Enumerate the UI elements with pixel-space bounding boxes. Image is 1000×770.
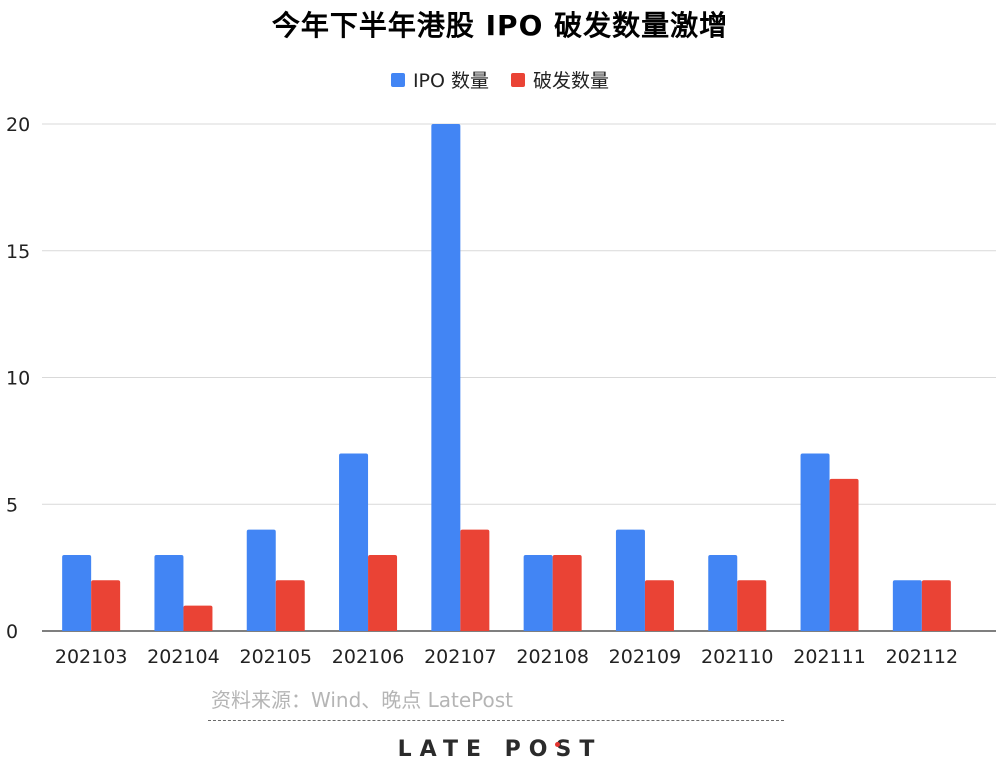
bar-ipo <box>523 554 553 631</box>
bar-chart-plot: 0 5 10 15 20 202103 202104 202105 202106 202107 20… <box>6 114 996 668</box>
x-tick-label: 202103 <box>55 646 128 668</box>
bar-broken <box>921 580 951 631</box>
x-tick-label: 202109 <box>609 646 682 668</box>
bar-broken <box>644 580 674 631</box>
legend-label-ipo: IPO 数量 <box>412 70 490 92</box>
bar-ipo <box>154 554 184 631</box>
x-tick-label: 202107 <box>424 646 497 668</box>
y-tick-label: 10 <box>6 368 30 390</box>
bar-broken <box>91 580 121 631</box>
bar-ipo <box>615 529 645 631</box>
legend: IPO 数量 破发数量 <box>0 66 1000 93</box>
bar-ipo <box>246 529 276 631</box>
legend-item-ipo: IPO 数量 <box>390 66 490 93</box>
legend-item-broken: 破发数量 <box>511 66 609 93</box>
brand-logo: LATE POST <box>397 737 603 762</box>
bar-broken <box>368 554 398 631</box>
x-tick-label: 202112 <box>886 646 959 668</box>
x-tick-label: 202105 <box>239 646 312 668</box>
bar-broken <box>275 580 305 631</box>
x-tick-label: 202108 <box>516 646 589 668</box>
x-tick-label: 202106 <box>332 646 405 668</box>
bar-broken <box>183 605 213 631</box>
bar-ipo <box>339 453 369 631</box>
x-tick-label: 202104 <box>147 646 220 668</box>
brand-logo-dot <box>555 742 560 747</box>
chart-title: 今年下半年港股 IPO 破发数量激增 <box>271 9 729 42</box>
y-tick-label: 5 <box>6 494 18 516</box>
y-tick-label: 0 <box>6 621 18 643</box>
bar-ipo <box>892 580 922 631</box>
y-tick-label: 15 <box>6 241 30 263</box>
legend-swatch-ipo <box>390 72 405 87</box>
bar-broken <box>829 478 859 631</box>
bar-broken <box>552 554 582 631</box>
bar-broken <box>737 580 767 631</box>
y-tick-label: 20 <box>6 114 30 136</box>
legend-swatch-broken <box>511 72 526 87</box>
bar-ipo <box>431 124 461 631</box>
x-tick-label: 202110 <box>701 646 774 668</box>
x-tick-label: 202111 <box>793 646 866 668</box>
legend-label-broken: 破发数量 <box>533 70 610 92</box>
bar-broken <box>460 529 490 631</box>
bar-ipo <box>800 453 830 631</box>
footer-divider <box>208 720 784 721</box>
source-note: 资料来源：Wind、晚点 LatePost <box>211 688 514 712</box>
bar-ipo <box>708 554 738 631</box>
bar-ipo <box>62 554 92 631</box>
